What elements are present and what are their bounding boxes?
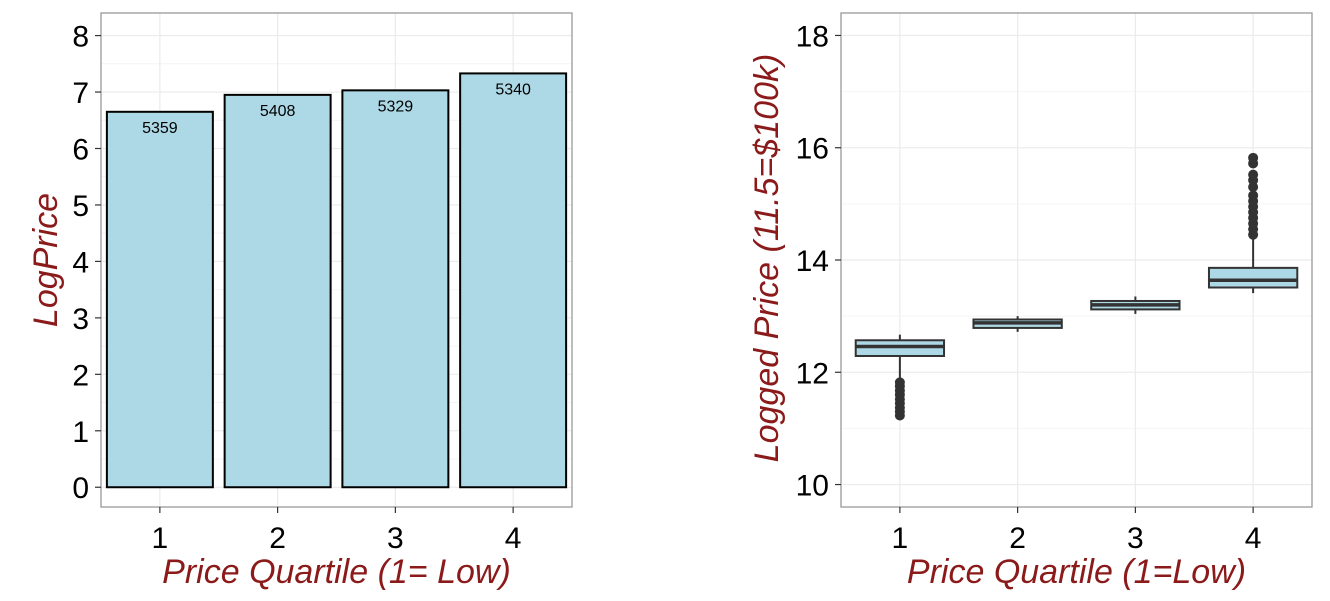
x-tick-label: 1	[152, 522, 169, 555]
y-tick-label: 5	[72, 190, 89, 223]
y-tick-label: 10	[796, 470, 829, 503]
bar	[223, 93, 332, 489]
y-tick-label: 3	[72, 303, 89, 336]
bar	[105, 110, 214, 489]
bar-data-label: 5408	[260, 103, 296, 120]
x-tick-label: 1	[892, 522, 909, 555]
bar-data-label: 5340	[495, 81, 531, 98]
box	[1207, 266, 1299, 289]
y-tick-label: 14	[796, 245, 829, 278]
x-tick-label: 3	[387, 522, 404, 555]
x-tick-label: 3	[1127, 522, 1144, 555]
y-tick-label: 1	[72, 416, 89, 449]
x-tick-label: 2	[269, 522, 286, 555]
x-tick-label: 2	[1009, 522, 1026, 555]
y-tick-label: 4	[72, 246, 89, 279]
y-tick-label: 7	[72, 77, 89, 110]
x-axis-title: Price Quartile (1=Low)	[907, 553, 1246, 591]
bar-data-label: 5359	[142, 120, 178, 137]
outlier-point	[1248, 169, 1259, 180]
bar	[459, 72, 568, 489]
y-tick-label: 2	[72, 359, 89, 392]
x-tick-label: 4	[505, 522, 522, 555]
bar	[341, 89, 450, 489]
y-axis-title: LogPrice	[27, 193, 65, 327]
outlier-point	[894, 377, 905, 388]
y-axis-title: Logged Price (11.5=$100k)	[748, 54, 786, 463]
x-tick-label: 4	[1245, 522, 1262, 555]
y-tick-label: 8	[72, 21, 89, 54]
plot-border	[100, 12, 573, 508]
y-tick-label: 0	[72, 472, 89, 505]
y-tick-label: 12	[796, 357, 829, 390]
bar-data-label: 5329	[378, 98, 414, 115]
outlier-point	[1248, 190, 1259, 201]
y-tick-label: 16	[796, 133, 829, 166]
outlier-point	[1248, 152, 1259, 163]
y-tick-label: 18	[796, 20, 829, 53]
y-tick-label: 6	[72, 133, 89, 166]
x-axis-title: Price Quartile (1= Low)	[162, 553, 511, 591]
